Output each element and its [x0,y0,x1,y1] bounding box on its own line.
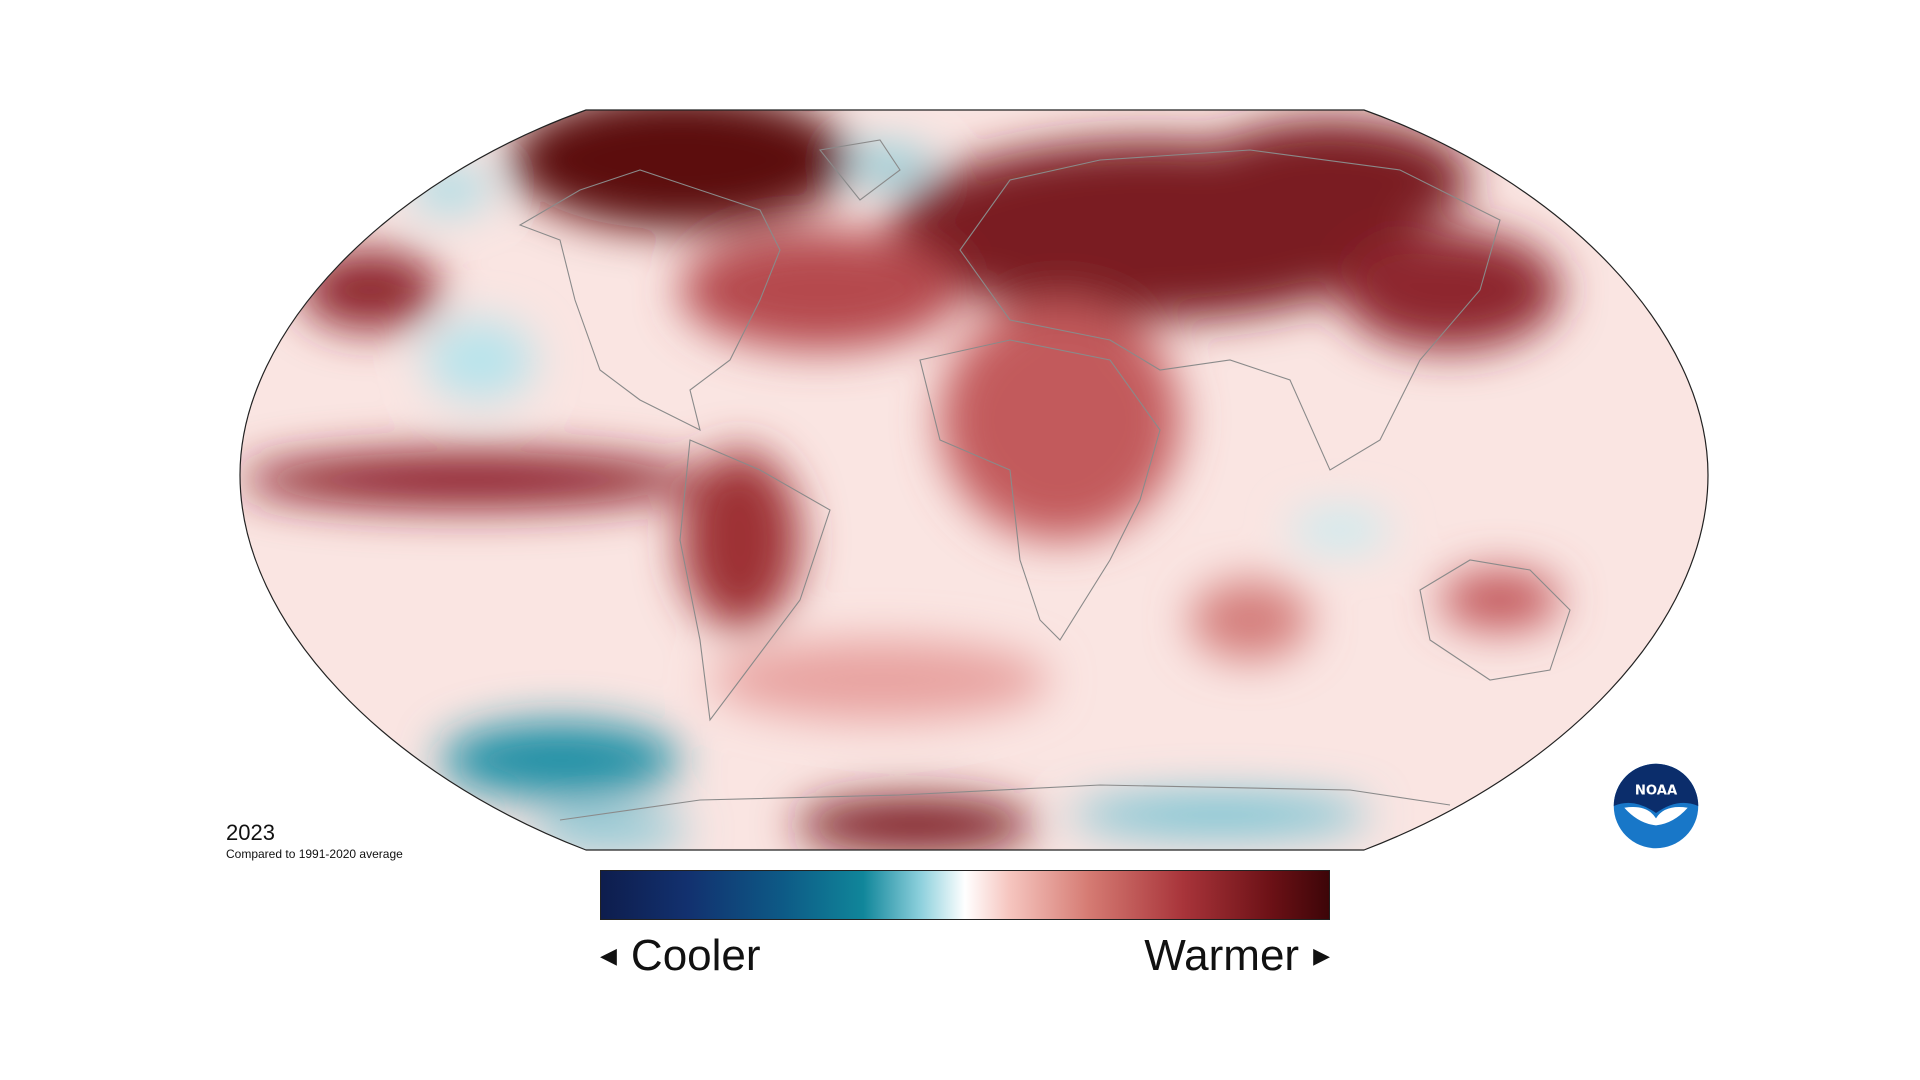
map-outline [239,109,1709,851]
legend-labels: ◀ Cooler Warmer ▶ [600,928,1330,984]
cool-south-pacific [440,722,680,798]
cool-antarctic-east [1070,795,1370,835]
warm-north-pacific [300,250,440,330]
cool-east-pacific [425,320,535,400]
cool-alaska [410,168,490,212]
warm-south-america [680,450,800,630]
south-america-coast [679,439,831,722]
eurasia-coast [959,149,1501,471]
cool-antarctic-west [530,814,690,846]
warm-enso-band [240,452,700,508]
cool-greenland-sea [850,147,930,183]
map-caption: 2023 Compared to 1991-2020 average [226,820,403,862]
year-label: 2023 [226,820,275,845]
cool-indian-ocean [1290,510,1390,550]
warm-indian-ocean [1190,580,1310,660]
right-arrow-icon: ▶ [1313,943,1330,968]
color-legend: ◀ Cooler Warmer ▶ [600,870,1330,984]
australia-coast [1419,559,1571,681]
anomaly-field [240,110,1560,850]
baseline-label: Compared to 1991-2020 average [226,847,403,861]
warmer-label-group: Warmer ▶ [1144,928,1330,984]
warm-south-atlantic [710,640,1050,720]
warm-north-atlantic [680,230,960,350]
greenland-coast [818,139,901,201]
warm-siberia [1190,120,1470,240]
warmer-label: Warmer [1144,931,1300,980]
coastlines-outline [518,139,1571,821]
north-america-coast [518,169,781,432]
warm-east-asia [1340,230,1560,350]
warm-antarctic-sector [795,797,1035,850]
cooler-label-group: ◀ Cooler [600,928,761,984]
colorbar [600,870,1330,920]
africa-coast [919,339,1161,641]
warm-arctic-north-america [510,110,850,230]
warm-australia [1440,570,1560,630]
antarctica-coast [559,784,1451,821]
noaa-logo-icon: NOAA [1613,763,1699,849]
left-arrow-icon: ◀ [600,943,617,968]
warm-africa [940,300,1180,540]
cooler-label: Cooler [630,931,761,980]
noaa-logo-text: NOAA [1635,784,1678,799]
